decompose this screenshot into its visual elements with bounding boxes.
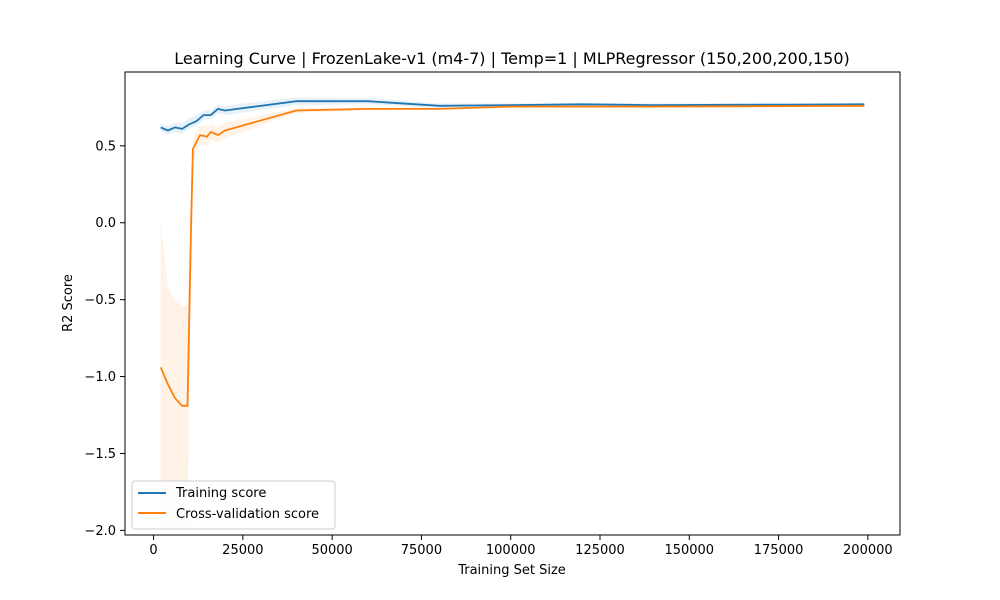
x-axis-label: Training Set Size	[457, 563, 566, 578]
x-tick-label: 0	[149, 543, 157, 558]
chart-title: Learning Curve | FrozenLake-v1 (m4-7) | …	[174, 49, 850, 68]
y-tick-label: 0.0	[95, 216, 116, 231]
line-cross-validation-score	[159, 104, 865, 407]
x-tick-label: 150000	[664, 543, 714, 558]
x-tick-label: 175000	[754, 543, 804, 558]
axes-frame	[124, 71, 901, 536]
series-lines	[159, 100, 865, 407]
x-tick-label: 25000	[222, 543, 263, 558]
y-tick-label: −1.0	[84, 370, 116, 385]
x-tick-label: 125000	[575, 543, 625, 558]
y-axis: −2.0 −1.5 −1.0 −0.5 0.0 0.5	[84, 139, 125, 539]
x-axis: 0 25000 50000 75000 100000 125000 150000 175000…	[149, 535, 893, 558]
legend-label-cross-validation: Cross-validation score	[176, 507, 319, 522]
x-tick-label: 75000	[401, 543, 442, 558]
y-tick-label: 0.5	[95, 139, 116, 154]
band-cross-validation-score	[160, 105, 865, 526]
x-tick-label: 50000	[311, 543, 352, 558]
y-tick-label: −0.5	[84, 293, 116, 308]
legend-label-training: Training score	[175, 486, 266, 501]
x-tick-label: 200000	[843, 543, 893, 558]
y-axis-label: R2 Score	[61, 274, 76, 332]
legend: Training score Cross-validation score	[131, 480, 336, 530]
y-tick-label: −2.0	[84, 524, 116, 539]
x-tick-label: 100000	[486, 543, 536, 558]
confidence-bands	[160, 97, 865, 526]
plot-area	[124, 71, 901, 536]
legend-box	[131, 480, 336, 530]
line-training-score	[160, 100, 865, 132]
y-tick-label: −1.5	[84, 447, 116, 462]
